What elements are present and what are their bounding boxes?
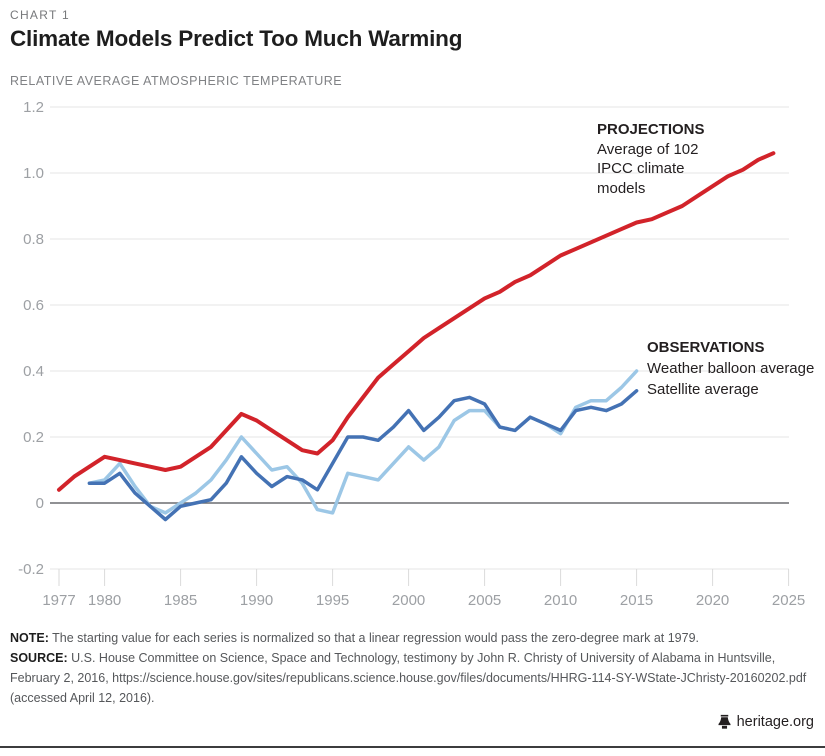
note-line: NOTE: The starting value for each series…	[10, 628, 820, 648]
chart-footer: NOTE: The starting value for each series…	[10, 628, 820, 708]
legend-satellite: Satellite average	[647, 381, 759, 398]
page-title: Climate Models Predict Too Much Warming	[10, 26, 463, 51]
x-tick-label: 1995	[316, 592, 349, 609]
satellite-line	[87, 389, 639, 522]
source-line-2: February 2, 2016, https://science.house.…	[10, 671, 807, 685]
x-tick-label: 1980	[88, 592, 121, 609]
projections-heading: PROJECTIONS	[597, 121, 705, 138]
x-tick-label: 1977	[42, 592, 75, 609]
x-tick-label: 2025	[772, 592, 805, 609]
y-tick-label: 0	[36, 495, 44, 512]
projections-line-2: IPCC climate	[597, 160, 685, 177]
observations-heading: OBSERVATIONS	[647, 339, 765, 356]
source-line-1: SOURCE: U.S. House Committee on Science,…	[10, 648, 820, 668]
y-tick-label: 0.2	[23, 429, 44, 446]
x-tick-label: 2015	[620, 592, 653, 609]
source-text-1: U.S. House Committee on Science, Space a…	[71, 651, 776, 665]
projections-line	[57, 151, 776, 492]
liberty-bell-icon	[718, 714, 731, 729]
note-text: The starting value for each series is no…	[52, 631, 700, 645]
source-line-3: (accessed April 12, 2016).	[10, 691, 155, 705]
y-tick-label: 0.6	[23, 297, 44, 314]
y-tick-label: 1.0	[23, 165, 44, 182]
x-tick-label: 2020	[696, 592, 729, 609]
note-label: NOTE:	[10, 631, 49, 645]
x-tick-label: 1990	[240, 592, 273, 609]
heritage-url: heritage.org	[736, 714, 814, 730]
observations-annotation: OBSERVATIONS Weather balloon average Sat…	[647, 337, 814, 400]
bottom-rule	[0, 746, 825, 748]
heritage-branding: heritage.org	[717, 714, 814, 730]
x-tick-label: 1985	[164, 592, 197, 609]
y-tick-label: 0.4	[23, 363, 44, 380]
y-tick-label: -0.2	[18, 561, 44, 578]
x-tick-label: 2000	[392, 592, 425, 609]
weather-balloon-line	[87, 369, 639, 515]
source-label: SOURCE:	[10, 651, 68, 665]
x-tick-label: 2010	[544, 592, 577, 609]
chart-svg: 1.2 1.0 0.8 0.6 0.4 0.2 0 -0.2 1977 1980 1985 1990 1…	[18, 99, 805, 609]
chart-subtitle: RELATIVE AVERAGE ATMOSPHERIC TEMPERATURE	[10, 74, 343, 88]
x-tick-label: 2005	[468, 592, 501, 609]
projections-annotation: PROJECTIONS Average of 102 IPCC climate …	[597, 120, 705, 198]
chart-area: 1.2 1.0 0.8 0.6 0.4 0.2 0 -0.2 1977 1980 1985 1990 1…	[0, 95, 825, 625]
legend-weather-balloon: Weather balloon average	[647, 360, 815, 377]
y-tick-label: 0.8	[23, 231, 44, 248]
projections-line-3: models	[597, 179, 646, 197]
chart-kicker: CHART 1	[10, 8, 71, 22]
y-tick-label: 1.2	[23, 99, 44, 116]
projections-line-1: Average of 102	[597, 140, 699, 158]
